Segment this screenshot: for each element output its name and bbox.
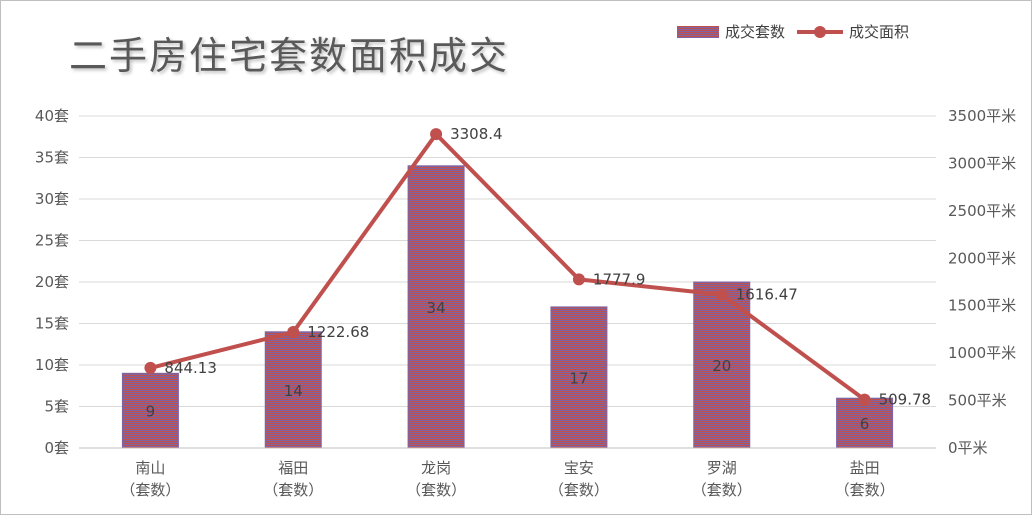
y-left-tick-label: 15套 bbox=[35, 315, 69, 333]
bar-data-label: 34 bbox=[427, 299, 446, 317]
bar-data-label: 17 bbox=[569, 369, 588, 387]
legend-line-swatch bbox=[797, 25, 844, 38]
bar-data-label: 20 bbox=[712, 357, 731, 375]
y-left-tick-label: 10套 bbox=[35, 356, 69, 374]
legend-bar-swatch bbox=[677, 25, 719, 38]
y-right-tick-label: 1000平米 bbox=[948, 344, 1016, 362]
y-right-tick-label: 2500平米 bbox=[948, 202, 1016, 220]
line-path bbox=[149, 132, 866, 402]
chart-title: 二手房住宅套数面积成交 bbox=[69, 34, 510, 78]
y-left-tick-label: 40套 bbox=[35, 107, 69, 125]
x-tick-label: 龙岗（套数） bbox=[406, 459, 466, 499]
y-left-tick-label: 25套 bbox=[35, 232, 69, 250]
y-right-tick-label: 2000平米 bbox=[948, 249, 1016, 267]
y-left-tick-label: 0套 bbox=[44, 439, 69, 457]
bar-data-label: 6 bbox=[860, 415, 870, 433]
x-tick-label: 宝安（套数） bbox=[549, 459, 609, 499]
y-right-tick-label: 3000平米 bbox=[948, 154, 1016, 172]
line-data-label: 844.13 bbox=[164, 359, 217, 377]
line-point bbox=[144, 361, 157, 374]
line-data-label: 1777.9 bbox=[593, 270, 646, 288]
x-tick-label: 罗湖（套数） bbox=[692, 459, 752, 499]
x-tick-label: 福田（套数） bbox=[263, 459, 323, 499]
y-left-tick-label: 35套 bbox=[35, 149, 69, 167]
y-left-tick-label: 20套 bbox=[35, 273, 69, 291]
y-left-tick-label: 30套 bbox=[35, 190, 69, 208]
line-data-label: 1222.68 bbox=[307, 323, 369, 341]
line-data-label: 3308.4 bbox=[450, 125, 503, 143]
bar-data-label: 14 bbox=[284, 382, 303, 400]
line-data-label: 1616.47 bbox=[736, 286, 798, 304]
line-data-label: 509.78 bbox=[879, 391, 932, 409]
x-tick-label: 南山（套数） bbox=[120, 459, 180, 499]
bar-data-label: 9 bbox=[146, 403, 156, 421]
y-left-tick-label: 5套 bbox=[44, 398, 69, 416]
line-point bbox=[287, 326, 300, 339]
grid-lines bbox=[79, 115, 936, 449]
y-right-tick-label: 3500平米 bbox=[948, 107, 1016, 125]
bar bbox=[264, 331, 322, 449]
line-point bbox=[858, 393, 871, 406]
data-labels: 9 14 34 17 20 6 844.13 1222.68 3308.4 1777.9 1616.… bbox=[146, 125, 931, 433]
legend-item-bar-series: 成交套数 bbox=[677, 21, 785, 42]
axis-labels: 0套 5套 10套 15套 20套 25套 30套 35套 40套 0平米 500平米 1000平米 1… bbox=[35, 107, 1016, 499]
bar bbox=[550, 306, 608, 449]
y-right-tick-label: 500平米 bbox=[948, 392, 1007, 410]
y-right-tick-label: 0平米 bbox=[948, 439, 988, 457]
legend-line-label: 成交面积 bbox=[849, 23, 910, 41]
line-series bbox=[144, 128, 871, 406]
line-point bbox=[715, 288, 728, 301]
legend-item-line-series: 成交面积 bbox=[797, 21, 909, 42]
line-point bbox=[572, 273, 585, 286]
line-point bbox=[430, 128, 443, 141]
chart-legend: 成交套数 成交面积 bbox=[677, 21, 921, 42]
x-tick-label: 盐田（套数） bbox=[835, 459, 895, 499]
legend-bar-label: 成交套数 bbox=[725, 23, 786, 41]
bar bbox=[407, 165, 465, 449]
y-right-tick-label: 1500平米 bbox=[948, 297, 1016, 315]
